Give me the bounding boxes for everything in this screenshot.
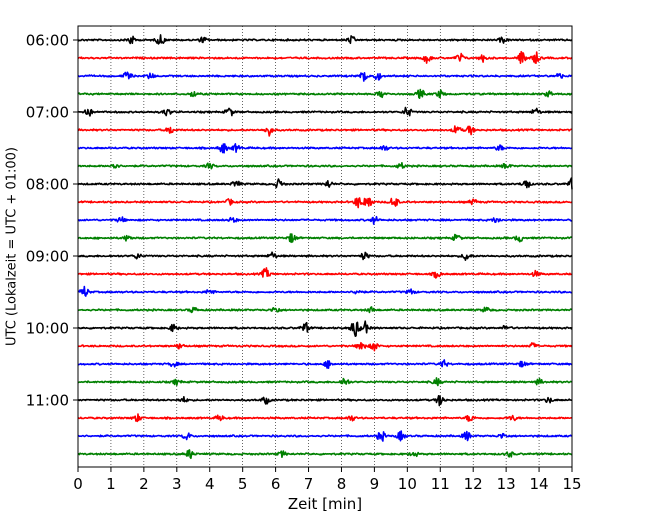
trace-1145 (77, 449, 573, 460)
trace-1045 (77, 377, 573, 387)
trace-0645 (77, 88, 573, 99)
x-tick-label: 3 (172, 475, 182, 493)
x-tick-label: 12 (464, 475, 483, 493)
trace-0800 (77, 177, 573, 190)
trace-0630 (77, 71, 573, 82)
trace-0830 (77, 215, 573, 225)
trace-1030 (77, 359, 573, 369)
trace-0700 (77, 106, 573, 117)
x-tick-label: 1 (106, 475, 116, 493)
y-tick-label: 07:00 (26, 104, 69, 122)
x-tick-label: 14 (530, 475, 549, 493)
y-tick-label: 09:00 (26, 248, 69, 266)
x-tick-label: 9 (370, 475, 380, 493)
trace-0715 (77, 125, 573, 137)
x-tick-label: 4 (205, 475, 215, 493)
x-axis-title: Zeit [min] (288, 495, 362, 513)
x-tick-label: 2 (139, 475, 149, 493)
trace-0815 (77, 197, 573, 209)
y-tick-label: 08:00 (26, 176, 69, 194)
y-tick-label: 11:00 (26, 392, 69, 410)
plot-area-frame (77, 25, 573, 468)
seismic-traces (77, 34, 573, 460)
trace-0900 (77, 251, 573, 261)
x-tick-label: 7 (304, 475, 314, 493)
trace-0730 (77, 143, 573, 154)
trace-0930 (77, 285, 573, 297)
y-axis-ticks: 06:00 07:00 08:00 09:00 10:00 11:00 (26, 32, 78, 410)
x-tick-label: 6 (271, 475, 281, 493)
x-axis-ticks: 0 1 2 3 4 5 6 7 8 9 10 11 12 13 14 15 (73, 467, 582, 493)
x-tick-label: 13 (497, 475, 516, 493)
trace-0845 (77, 233, 573, 244)
x-tick-label: 11 (431, 475, 450, 493)
trace-1115 (77, 413, 573, 423)
trace-0615 (77, 50, 573, 65)
trace-0600 (77, 34, 573, 45)
trace-1000 (77, 320, 573, 338)
trace-0915 (77, 267, 573, 279)
trace-0745 (77, 162, 573, 170)
y-tick-label: 10:00 (26, 320, 69, 338)
trace-1015 (77, 341, 573, 352)
trace-1100 (77, 394, 573, 407)
x-tick-label: 8 (337, 475, 347, 493)
x-tick-label: 5 (238, 475, 248, 493)
trace-0945 (77, 306, 573, 314)
trace-1130 (77, 430, 573, 442)
y-axis-title: UTC (Lokalzeit = UTC + 01:00) (5, 147, 20, 346)
x-tick-label: 10 (398, 475, 417, 493)
y-tick-label: 06:00 (26, 32, 69, 50)
x-tick-label: 15 (562, 475, 581, 493)
x-tick-label: 0 (73, 475, 83, 493)
